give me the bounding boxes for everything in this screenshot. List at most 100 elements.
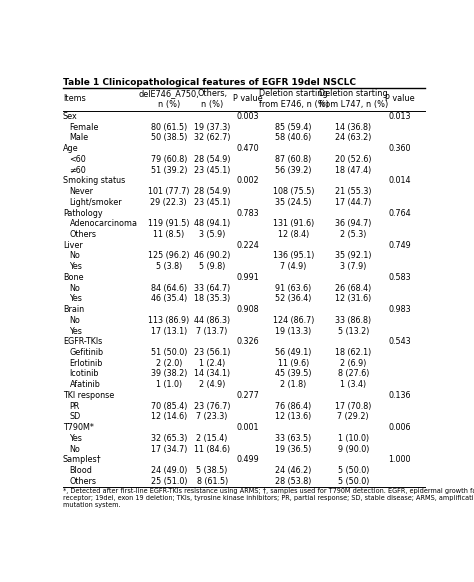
Text: 28 (53.8): 28 (53.8) bbox=[275, 477, 312, 486]
Text: P value: P value bbox=[384, 94, 414, 104]
Text: 3 (5.9): 3 (5.9) bbox=[199, 230, 225, 239]
Text: 21 (55.3): 21 (55.3) bbox=[335, 187, 372, 196]
Text: 0.749: 0.749 bbox=[388, 241, 411, 250]
Text: 5 (50.0): 5 (50.0) bbox=[337, 477, 369, 486]
Text: 12 (13.6): 12 (13.6) bbox=[275, 413, 312, 421]
Text: 5 (3.8): 5 (3.8) bbox=[155, 262, 182, 271]
Text: 24 (63.2): 24 (63.2) bbox=[335, 133, 372, 143]
Text: 14 (36.8): 14 (36.8) bbox=[335, 123, 371, 132]
Text: 23 (45.1): 23 (45.1) bbox=[194, 166, 230, 175]
Text: Liver: Liver bbox=[63, 241, 82, 250]
Text: Blood: Blood bbox=[70, 466, 92, 475]
Text: Afatinib: Afatinib bbox=[70, 380, 100, 389]
Text: Samples†: Samples† bbox=[63, 455, 101, 464]
Text: 0.013: 0.013 bbox=[388, 112, 410, 121]
Text: 8 (27.6): 8 (27.6) bbox=[337, 370, 369, 378]
Text: 7 (4.9): 7 (4.9) bbox=[281, 262, 307, 271]
Text: 7 (13.7): 7 (13.7) bbox=[197, 327, 228, 336]
Text: 0.764: 0.764 bbox=[388, 208, 411, 218]
Text: 91 (63.6): 91 (63.6) bbox=[275, 283, 312, 293]
Text: Male: Male bbox=[70, 133, 89, 143]
Text: 1 (3.4): 1 (3.4) bbox=[340, 380, 366, 389]
Text: No: No bbox=[70, 316, 81, 325]
Text: 1.000: 1.000 bbox=[388, 455, 410, 464]
Text: 17 (44.7): 17 (44.7) bbox=[335, 198, 372, 207]
Text: No: No bbox=[70, 251, 81, 260]
Text: 35 (24.5): 35 (24.5) bbox=[275, 198, 312, 207]
Text: 3 (7.9): 3 (7.9) bbox=[340, 262, 366, 271]
Text: TKI response: TKI response bbox=[63, 391, 114, 400]
Text: EGFR-TKIs: EGFR-TKIs bbox=[63, 337, 102, 346]
Text: 46 (35.4): 46 (35.4) bbox=[151, 294, 187, 303]
Text: No: No bbox=[70, 445, 81, 453]
Text: 19 (36.5): 19 (36.5) bbox=[275, 445, 312, 453]
Text: 32 (65.3): 32 (65.3) bbox=[151, 434, 187, 443]
Text: 45 (39.5): 45 (39.5) bbox=[275, 370, 312, 378]
Text: Others: Others bbox=[70, 230, 97, 239]
Text: 84 (64.6): 84 (64.6) bbox=[151, 283, 187, 293]
Text: 85 (59.4): 85 (59.4) bbox=[275, 123, 312, 132]
Text: Icotinib: Icotinib bbox=[70, 370, 99, 378]
Text: 48 (94.1): 48 (94.1) bbox=[194, 219, 230, 228]
Text: Deletion starting
from L747, n (%): Deletion starting from L747, n (%) bbox=[319, 89, 388, 109]
Text: PR: PR bbox=[70, 402, 80, 411]
Text: Yes: Yes bbox=[70, 262, 82, 271]
Text: 0.983: 0.983 bbox=[388, 305, 411, 314]
Text: 0.224: 0.224 bbox=[236, 241, 259, 250]
Text: 19 (13.3): 19 (13.3) bbox=[275, 327, 312, 336]
Text: 2 (4.9): 2 (4.9) bbox=[199, 380, 225, 389]
Text: 0.002: 0.002 bbox=[236, 176, 259, 185]
Text: 87 (60.8): 87 (60.8) bbox=[275, 155, 312, 164]
Text: 8 (61.5): 8 (61.5) bbox=[197, 477, 228, 486]
Text: 0.991: 0.991 bbox=[236, 273, 259, 282]
Text: 101 (77.7): 101 (77.7) bbox=[148, 187, 190, 196]
Text: 51 (50.0): 51 (50.0) bbox=[151, 348, 187, 357]
Text: P value: P value bbox=[233, 94, 262, 104]
Text: 1 (1.0): 1 (1.0) bbox=[155, 380, 182, 389]
Text: 28 (54.9): 28 (54.9) bbox=[194, 187, 230, 196]
Text: Bone: Bone bbox=[63, 273, 83, 282]
Text: Gefitinib: Gefitinib bbox=[70, 348, 104, 357]
Text: 44 (86.3): 44 (86.3) bbox=[194, 316, 230, 325]
Text: 136 (95.1): 136 (95.1) bbox=[273, 251, 314, 260]
Text: Brain: Brain bbox=[63, 305, 84, 314]
Text: 23 (56.1): 23 (56.1) bbox=[194, 348, 230, 357]
Text: 5 (9.8): 5 (9.8) bbox=[199, 262, 225, 271]
Text: 18 (47.4): 18 (47.4) bbox=[335, 166, 372, 175]
Text: 2 (1.8): 2 (1.8) bbox=[281, 380, 307, 389]
Text: 11 (8.5): 11 (8.5) bbox=[153, 230, 184, 239]
Text: 28 (54.9): 28 (54.9) bbox=[194, 155, 230, 164]
Text: 18 (35.3): 18 (35.3) bbox=[194, 294, 230, 303]
Text: 17 (70.8): 17 (70.8) bbox=[335, 402, 372, 411]
Text: Light/smoker: Light/smoker bbox=[70, 198, 122, 207]
Text: 79 (60.8): 79 (60.8) bbox=[151, 155, 187, 164]
Text: 24 (46.2): 24 (46.2) bbox=[275, 466, 312, 475]
Text: 20 (52.6): 20 (52.6) bbox=[335, 155, 372, 164]
Text: 35 (92.1): 35 (92.1) bbox=[335, 251, 372, 260]
Text: Yes: Yes bbox=[70, 294, 82, 303]
Text: 0.136: 0.136 bbox=[388, 391, 410, 400]
Text: 18 (62.1): 18 (62.1) bbox=[335, 348, 372, 357]
Text: 36 (94.7): 36 (94.7) bbox=[335, 219, 372, 228]
Text: Erlotinib: Erlotinib bbox=[70, 359, 103, 368]
Text: Female: Female bbox=[70, 123, 99, 132]
Text: T790M*: T790M* bbox=[63, 423, 94, 432]
Text: 2 (2.0): 2 (2.0) bbox=[155, 359, 182, 368]
Text: 0.470: 0.470 bbox=[236, 144, 259, 153]
Text: 0.360: 0.360 bbox=[388, 144, 410, 153]
Text: 131 (91.6): 131 (91.6) bbox=[273, 219, 314, 228]
Text: 0.499: 0.499 bbox=[236, 455, 259, 464]
Text: No: No bbox=[70, 283, 81, 293]
Text: 2 (15.4): 2 (15.4) bbox=[197, 434, 228, 443]
Text: 119 (91.5): 119 (91.5) bbox=[148, 219, 190, 228]
Text: 0.006: 0.006 bbox=[388, 423, 410, 432]
Text: Smoking status: Smoking status bbox=[63, 176, 125, 185]
Text: 7 (23.3): 7 (23.3) bbox=[197, 413, 228, 421]
Text: Pathology: Pathology bbox=[63, 208, 102, 218]
Text: 2 (6.9): 2 (6.9) bbox=[340, 359, 366, 368]
Text: <60: <60 bbox=[70, 155, 86, 164]
Text: 11 (84.6): 11 (84.6) bbox=[194, 445, 230, 453]
Text: 17 (13.1): 17 (13.1) bbox=[151, 327, 187, 336]
Text: Age: Age bbox=[63, 144, 79, 153]
Text: 56 (49.1): 56 (49.1) bbox=[275, 348, 312, 357]
